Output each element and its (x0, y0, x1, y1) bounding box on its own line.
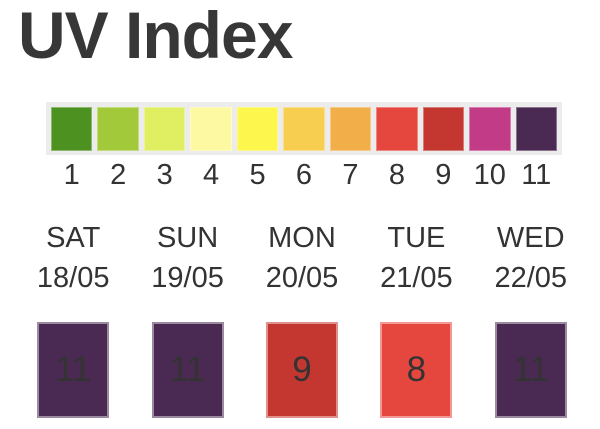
uv-value-box: 11 (151, 322, 224, 419)
uv-scale-tick-3: 3 (156, 159, 173, 191)
uv-scale-tick-1: 1 (63, 159, 80, 191)
date-label: 20/05 (265, 261, 339, 294)
uv-value-box: 11 (494, 322, 567, 419)
uv-value: 11 (55, 350, 92, 390)
day-label: SAT (46, 221, 101, 254)
day-label: MON (268, 221, 336, 254)
uv-scale-tick-10: 10 (473, 159, 506, 191)
date-label: 22/05 (494, 261, 568, 294)
uv-scale-swatch-6 (283, 106, 325, 151)
forecast-day-sat: SAT 18/05 11 (16, 221, 130, 419)
uv-scale-swatch-3 (143, 106, 186, 151)
uv-scale-swatch-2 (97, 106, 139, 151)
uv-scale-swatch-7 (329, 106, 372, 151)
forecast-day-wed: WED 22/05 11 (474, 221, 588, 419)
date-label: 19/05 (151, 261, 224, 294)
forecast-row: SAT 18/05 11 SUN 19/05 11 MON 20/05 9 TU… (16, 221, 588, 419)
uv-scale-tick-2: 2 (110, 159, 127, 191)
day-label: TUE (387, 221, 446, 254)
uv-value-box: 9 (265, 322, 338, 419)
uv-value: 8 (406, 350, 427, 390)
date-label: 21/05 (380, 261, 453, 294)
uv-scale-swatch-9 (422, 106, 465, 151)
uv-scale-legend (46, 102, 562, 155)
uv-scale-tick-11: 11 (521, 159, 552, 191)
forecast-day-mon: MON 20/05 9 (245, 221, 359, 419)
forecast-day-sun: SUN 19/05 11 (130, 221, 244, 419)
uv-scale-swatch-5 (236, 106, 279, 151)
uv-scale-tick-5: 5 (249, 159, 266, 191)
uv-scale-tick-7: 7 (342, 159, 359, 191)
uv-scale-tick-9: 9 (435, 159, 452, 191)
uv-scale-swatch-10 (469, 106, 511, 151)
uv-scale-tick-labels: 1 2 3 4 5 6 7 8 9 10 11 (46, 158, 562, 193)
uv-scale-swatch-1 (51, 106, 93, 151)
uv-scale-tick-8: 8 (388, 159, 405, 191)
day-label: WED (496, 221, 565, 254)
forecast-day-tue: TUE 21/05 8 (359, 221, 473, 419)
uv-value-box: 8 (380, 322, 453, 419)
uv-scale-tick-6: 6 (295, 159, 313, 191)
page-title: UV Index (18, 0, 293, 72)
uv-value: 11 (512, 350, 549, 390)
day-label: SUN (156, 221, 219, 254)
date-label: 18/05 (36, 261, 110, 294)
uv-value-box: 11 (37, 322, 110, 419)
uv-scale-swatch-8 (376, 106, 418, 151)
uv-scale-swatch-4 (190, 106, 232, 151)
uv-value: 9 (292, 350, 312, 390)
uv-scale-swatch-11 (515, 106, 557, 151)
uv-scale-tick-4: 4 (203, 159, 220, 191)
uv-value: 11 (169, 350, 206, 390)
